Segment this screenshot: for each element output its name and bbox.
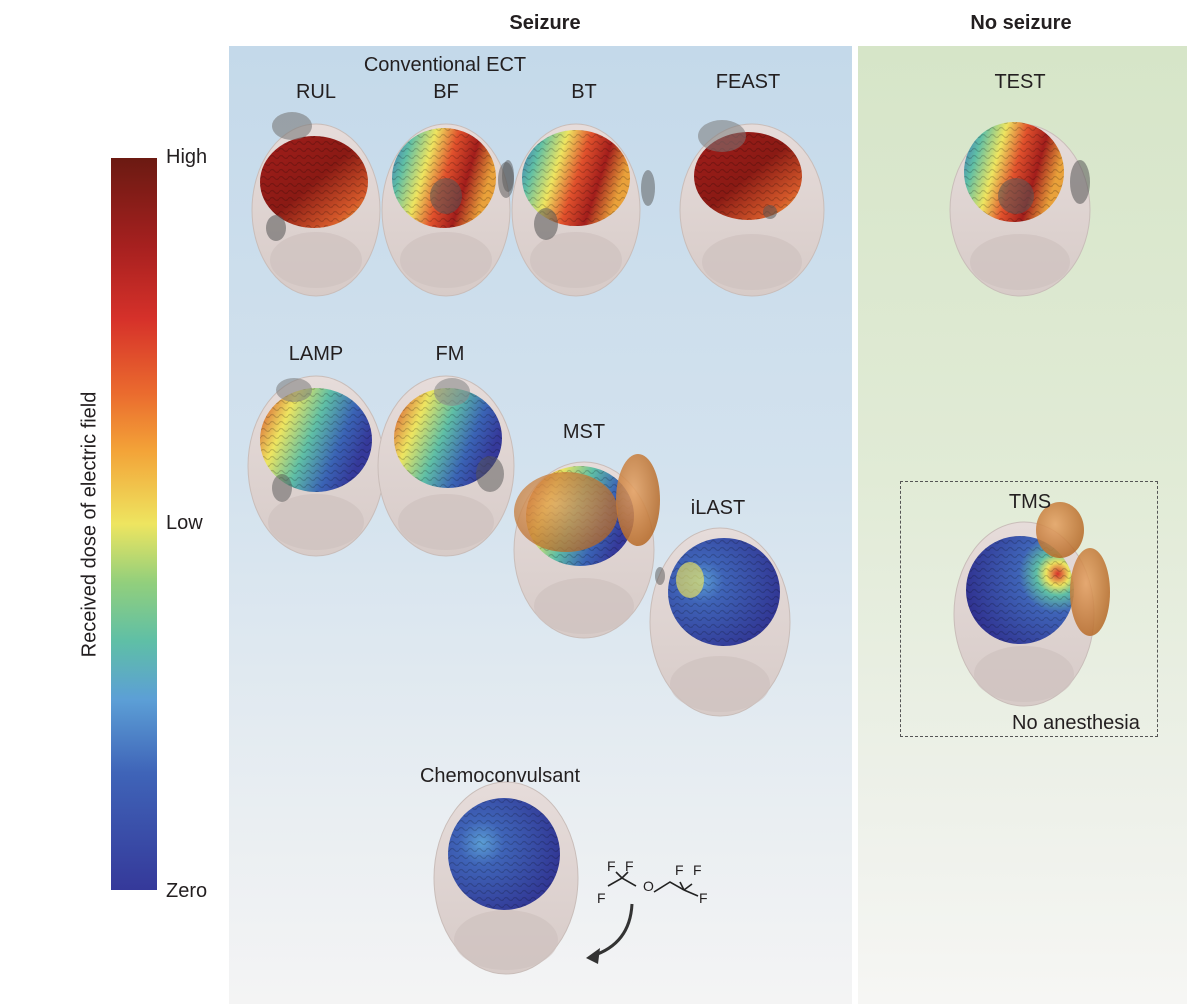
colorbar-tick-high: High: [166, 146, 208, 168]
arrow-icon: [591, 903, 634, 958]
head-fm: [377, 375, 515, 557]
label-test: TEST: [994, 71, 1046, 93]
electrode-icon: [272, 112, 312, 140]
electrode-icon: [763, 205, 777, 219]
colorbar-tick-zero: Zero: [166, 880, 208, 902]
label-no-anesthesia: No anesthesia: [1012, 712, 1140, 734]
electrode-icon: [1070, 160, 1090, 204]
label-bf: BF: [433, 81, 459, 103]
label-feast: FEAST: [715, 71, 781, 93]
head-rul: [251, 112, 381, 297]
label-chemoconvulsant: Chemoconvulsant: [419, 765, 581, 787]
seizure-header: Seizure: [509, 12, 581, 34]
atom-f: F: [597, 890, 606, 906]
head-chemo: [433, 781, 579, 975]
atom-f: F: [625, 858, 634, 874]
coil-icon: [514, 472, 618, 552]
head-tms: [953, 502, 1110, 707]
label-bt: BT: [571, 81, 597, 103]
atom-f: F: [699, 890, 708, 906]
head-feast: [679, 120, 825, 297]
head-ilast: [649, 527, 791, 717]
electrode-icon: [434, 378, 470, 406]
atom-f: F: [607, 858, 616, 874]
coil-icon: [1036, 502, 1084, 558]
head-bf: [381, 123, 514, 297]
label-conventional-ect: Conventional ECT: [363, 54, 527, 76]
label-fm: FM: [435, 343, 465, 365]
coil-icon: [616, 454, 660, 546]
electrode-icon: [266, 215, 286, 241]
electrode-icon: [276, 378, 312, 402]
electrode-icon: [655, 567, 665, 585]
label-lamp: LAMP: [288, 343, 344, 365]
head-bt: [502, 123, 655, 297]
label-rul: RUL: [295, 81, 336, 103]
head-test: [949, 122, 1091, 297]
electrode-icon: [641, 170, 655, 206]
electrode-icon: [998, 178, 1034, 214]
arrowhead-icon: [586, 948, 600, 964]
electrode-icon: [476, 456, 504, 492]
atom-f: F: [675, 862, 684, 878]
label-mst: MST: [562, 421, 606, 443]
colorbar: [111, 158, 157, 890]
electrode-icon: [534, 208, 558, 240]
no-seizure-header: No seizure: [970, 12, 1072, 34]
coil-icon: [1070, 548, 1110, 636]
molecule-structure: [607, 871, 699, 897]
electrode-icon: [698, 120, 746, 152]
atom-o: O: [643, 878, 654, 894]
tms-dashed-box: [900, 481, 1158, 737]
label-tms: TMS: [1008, 491, 1052, 513]
electrode-icon: [272, 474, 292, 502]
colorbar-tick-low: Low: [166, 512, 203, 534]
electrode-icon: [430, 178, 462, 214]
atom-f: F: [693, 862, 702, 878]
head-mst: [513, 454, 660, 639]
electrode-icon: [502, 160, 514, 192]
label-ilast: iLAST: [690, 497, 746, 519]
head-lamp: [247, 375, 385, 557]
